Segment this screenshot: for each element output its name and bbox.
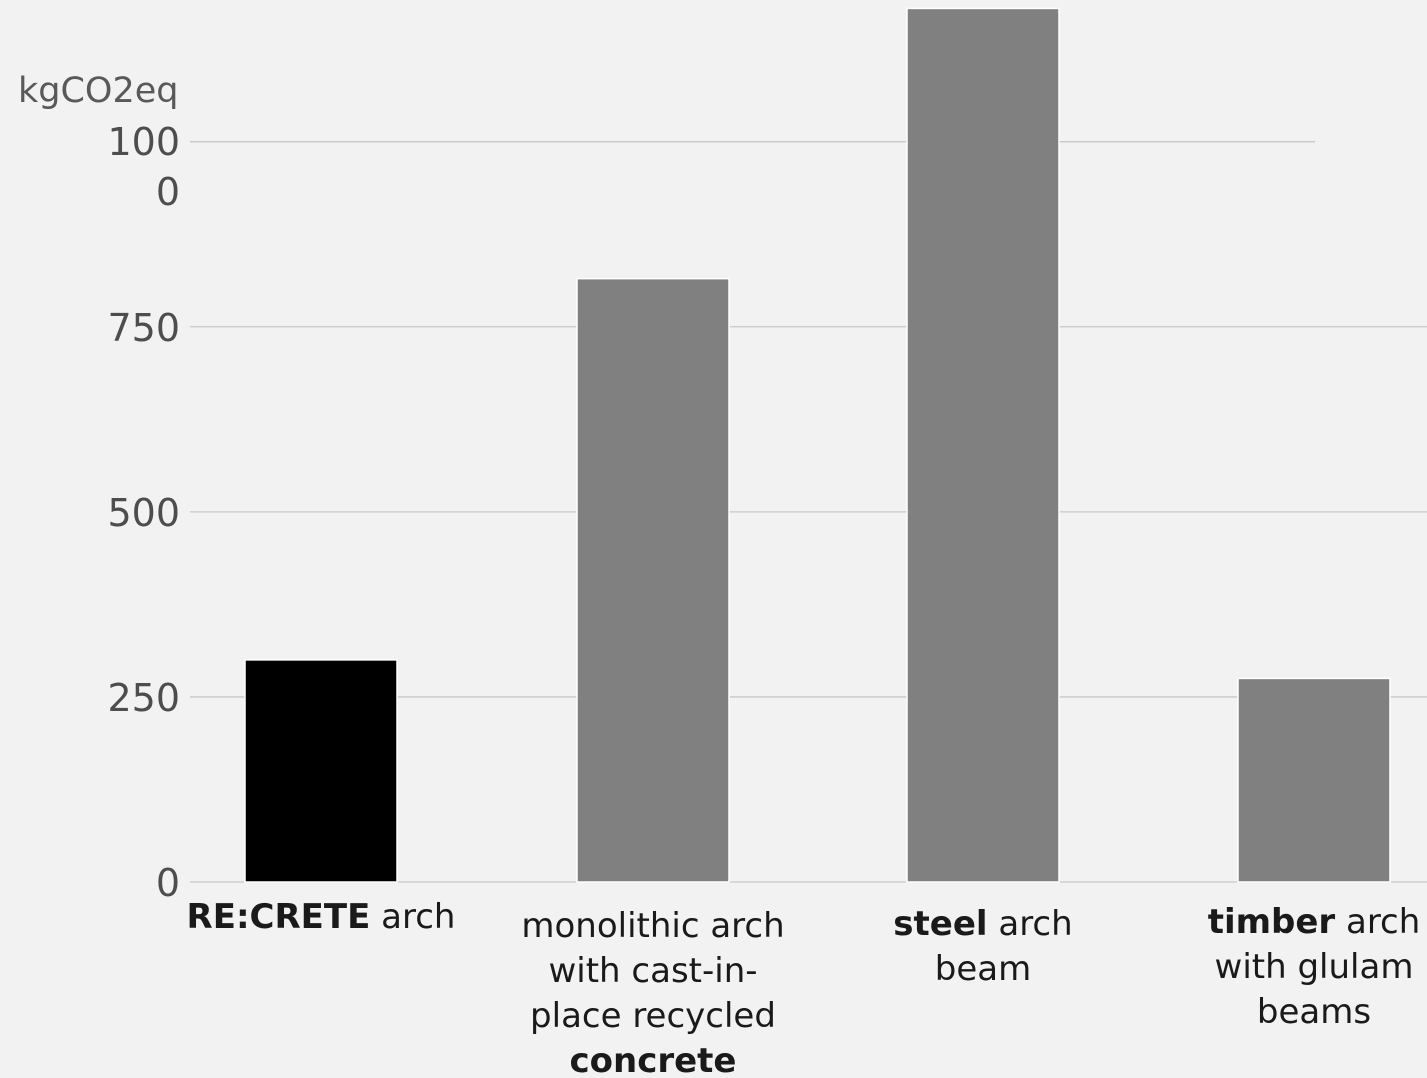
category-label-3: steel arch beam (893, 904, 1072, 989)
bar-3 (906, 7, 1060, 883)
y-tick-label: 250 (107, 676, 180, 720)
bar-4 (1237, 677, 1391, 883)
y-tick-label: 100 (107, 120, 180, 164)
bar-1 (244, 659, 398, 883)
bars (244, 7, 1391, 883)
y-tick-label: 0 (156, 170, 180, 214)
y-tick-label: 0 (156, 861, 180, 905)
x-category-labels: RE:CRETE arch monolithic arch with cast-in… (187, 897, 1421, 1078)
category-label-2: monolithic arch with cast-in-place recycl… (521, 906, 784, 1078)
category-label-1: RE:CRETE arch (187, 897, 456, 937)
bar-2 (576, 277, 730, 883)
category-label-4: timber arch with glulam beams (1208, 902, 1421, 1032)
y-tick-label: 500 (107, 491, 180, 535)
y-unit-label: kgCO2eq (18, 71, 179, 111)
y-tick-label: 750 (107, 306, 180, 350)
